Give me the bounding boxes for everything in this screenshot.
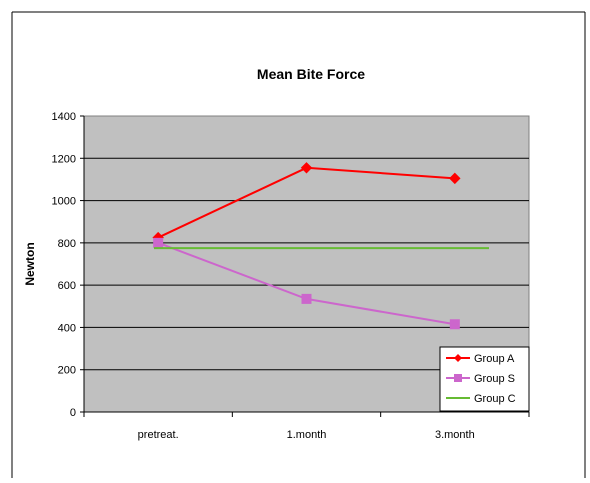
y-tick-label: 1000: [52, 196, 76, 208]
y-tick-label: 0: [70, 407, 76, 419]
series-layer: [152, 162, 489, 330]
y-tick-label: 400: [58, 322, 76, 334]
y-tick-label: 800: [58, 238, 76, 250]
data-point: [301, 293, 312, 304]
legend-marker: [454, 374, 462, 382]
data-point: [300, 162, 313, 174]
x-tick-label: pretreat.: [138, 429, 179, 441]
data-point: [449, 172, 461, 185]
data-point: [449, 319, 460, 330]
legend: Group A Group S Group C: [439, 346, 530, 412]
x-tick-label: 1.month: [287, 429, 327, 441]
y-tick-label: 600: [58, 280, 76, 292]
y-axis-ticks: 0 200 400 600 800 1000 1200 1400: [52, 111, 85, 419]
legend-label: Group C: [474, 393, 516, 405]
legend-label: Group A: [474, 353, 515, 365]
y-tick-label: 1200: [52, 153, 76, 165]
y-axis-label: Newton: [23, 242, 37, 285]
legend-label: Group S: [474, 373, 515, 385]
data-point: [153, 237, 164, 248]
legend-marker: [454, 354, 462, 362]
y-tick-label: 200: [58, 365, 76, 377]
y-tick-label: 1400: [52, 111, 76, 123]
chart-title: Mean Bite Force: [257, 66, 365, 82]
gridlines: [84, 157, 529, 371]
x-tick-label: 3.month: [435, 429, 475, 441]
x-axis-ticks: pretreat. 1.month 3.month: [83, 411, 530, 441]
